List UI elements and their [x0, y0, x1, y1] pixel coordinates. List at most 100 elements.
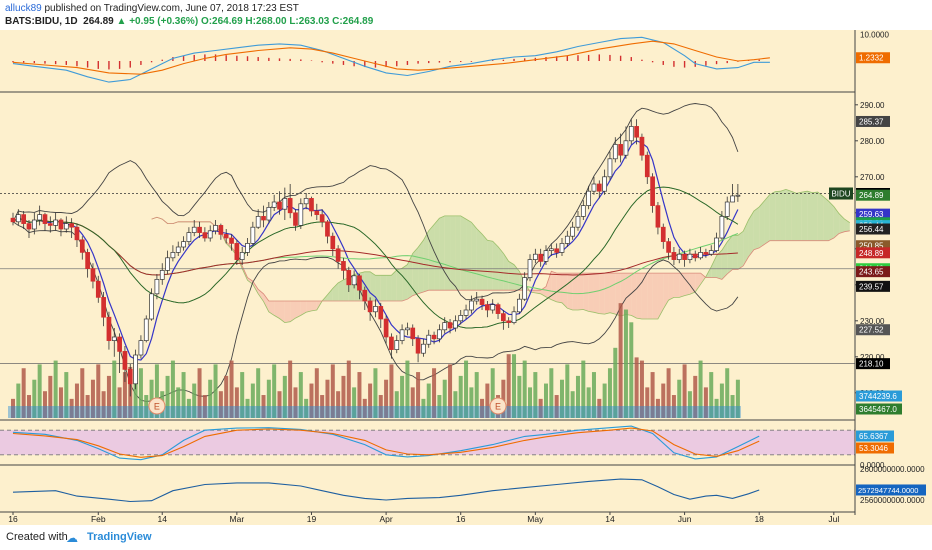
volume-bar [703, 387, 708, 418]
ichimoku-cloud-segment [817, 192, 824, 241]
time-axis: 16 Feb 14 Mar 19 Apr 16 May 14 Jun 18 Jul [0, 30, 856, 524]
published-text: published on TradingView.com, June 07, 2… [44, 3, 299, 14]
volume-bar [549, 368, 554, 418]
ichimoku-cloud-segment [247, 277, 253, 285]
candle [314, 210, 320, 215]
macd-tick-label: 10.0000 [860, 31, 889, 40]
volume-bar [661, 383, 666, 418]
candle [405, 327, 410, 331]
candle [708, 250, 714, 255]
volume-bar [37, 364, 42, 418]
volume-bar [80, 368, 85, 418]
volume-bar [149, 379, 154, 418]
earnings-icon[interactable] [489, 397, 507, 415]
candle [362, 289, 368, 302]
ichimoku-cloud-segment [775, 191, 781, 241]
tradingview-logo-icon: ☁ [66, 531, 78, 545]
stochastic-panel [0, 425, 855, 461]
candle [730, 195, 735, 203]
bollinger-upper-line [12, 103, 739, 301]
candle [191, 226, 197, 233]
ichimoku-cloud-segment [823, 196, 829, 241]
volume-bar [538, 398, 543, 418]
author-link[interactable]: alluck89 [5, 3, 42, 14]
ichimoku-cloud-segment [663, 273, 669, 310]
volume-bar [506, 354, 511, 418]
volume-bar [298, 372, 303, 418]
stoch-value-box [856, 442, 894, 454]
volume-bar [682, 364, 687, 418]
volume-bar [144, 395, 149, 418]
volume-bar [314, 368, 319, 418]
stoch-value-label: 65.6367 [859, 432, 888, 441]
volume-value-box [856, 403, 902, 415]
candle [79, 239, 85, 253]
volume-bar [32, 379, 37, 418]
ichimoku-cloud-segment [748, 211, 754, 257]
bollinger-basis-line [12, 186, 739, 329]
candle [261, 216, 266, 221]
candle [660, 226, 666, 242]
candle [10, 217, 16, 223]
volume-bar [618, 303, 623, 418]
volume-bar [53, 360, 58, 418]
stoch-value-box [856, 430, 894, 442]
tradingview-brand[interactable]: TradingView [87, 531, 152, 543]
candle [239, 252, 245, 260]
volume-bar [213, 364, 218, 418]
candle [479, 298, 485, 305]
volume-bar [586, 387, 591, 418]
ichimoku-cloud-segment [279, 301, 285, 323]
candle [154, 279, 160, 295]
ichimoku-cloud-segment [338, 279, 344, 301]
last-value-box [856, 247, 890, 259]
volume-bar [320, 395, 325, 418]
last-value-box [856, 240, 890, 252]
earnings-icon[interactable] [148, 397, 166, 415]
candle [724, 201, 730, 217]
ichimoku-cloud-segment [561, 273, 568, 309]
candle [453, 320, 458, 329]
candle [271, 201, 277, 208]
ichimoku-cloud-segment [593, 273, 600, 314]
volume-bar [325, 379, 330, 418]
candle [127, 369, 133, 385]
ichimoku-cloud-segment [625, 273, 632, 316]
price-tick-label: 280.00 [860, 137, 885, 146]
volume-bar [597, 398, 602, 418]
ichimoku-cloud-segment [572, 273, 578, 310]
candle [266, 207, 272, 221]
ichimoku-cloud-segment [444, 215, 451, 291]
ichimoku-cloud-segment [412, 247, 419, 296]
ichimoku-cloud-segment [263, 293, 269, 312]
volume-bar [277, 391, 282, 418]
footer: Created with ☁ TradingView [0, 525, 932, 550]
symbol-name: BATS:BIDU, 1D [5, 16, 78, 27]
volume-bar [272, 364, 277, 418]
candle [415, 338, 421, 354]
candle [53, 219, 58, 226]
candle [522, 277, 528, 300]
ichimoku-cloud-segment [753, 206, 760, 250]
price-tick-label: 220.00 [860, 353, 885, 362]
last-value-box [856, 223, 890, 235]
price-scale[interactable]: BIDU210.00220.00230.00240.00250.00260.00… [829, 31, 926, 505]
candle [207, 230, 213, 239]
ichimoku-cloud-segment [439, 215, 445, 291]
ichimoku-cloud-segment [583, 273, 589, 312]
candle [399, 329, 405, 341]
time-tick-label: Apr [379, 514, 392, 524]
candle [447, 322, 453, 329]
volume-bar [101, 391, 106, 418]
ichimoku-cloud-segment [327, 288, 333, 301]
price-change: ▲ +0.95 (+0.36%) [116, 16, 199, 27]
ichimoku-cloud-segment [396, 268, 403, 301]
volume-bar [192, 383, 197, 418]
last-value-label: 239.57 [859, 282, 884, 291]
volume-bar [117, 387, 122, 418]
volume-bar [362, 398, 367, 418]
ohlc-values: O:264.69 H:268.00 L:263.03 C:264.89 [200, 16, 374, 27]
ichimoku-cloud-segment [769, 191, 776, 241]
ichimoku-cloud-segment [812, 192, 818, 241]
